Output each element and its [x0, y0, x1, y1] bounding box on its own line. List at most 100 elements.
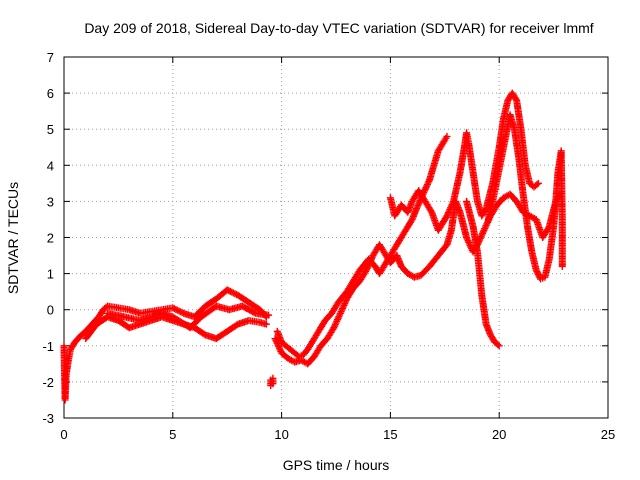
data-point	[336, 311, 344, 319]
y-tick-label: -2	[42, 375, 54, 390]
data-point	[366, 258, 374, 266]
x-tick-label: 25	[601, 427, 615, 442]
y-tick-label: 3	[47, 194, 54, 209]
y-axis-label: SDTVAR / TECUs	[5, 182, 21, 294]
data-point	[463, 235, 471, 243]
data-point	[173, 306, 181, 314]
data-point	[273, 339, 281, 347]
data-point	[425, 177, 433, 185]
data-point	[330, 324, 338, 332]
data-point	[512, 95, 520, 103]
data-point	[415, 200, 423, 208]
data-point	[534, 179, 542, 187]
data-point	[367, 256, 375, 264]
data-point	[421, 185, 429, 193]
y-tick-label: 7	[47, 50, 54, 65]
data-point	[466, 242, 474, 250]
data-point	[443, 132, 451, 140]
data-point	[423, 182, 431, 190]
data-point	[477, 233, 485, 241]
data-point	[533, 181, 541, 189]
data-point	[363, 264, 371, 272]
data-point	[178, 309, 186, 317]
x-axis-label: GPS time / hours	[283, 457, 390, 473]
data-point	[169, 304, 177, 312]
data-point	[446, 205, 454, 213]
data-point	[445, 207, 453, 215]
data-point	[275, 343, 283, 351]
data-point	[337, 308, 345, 316]
data-point	[229, 289, 237, 297]
data-point	[177, 308, 185, 316]
data-point	[225, 287, 233, 295]
data-point	[465, 238, 473, 246]
series-sat-track-A	[60, 286, 270, 404]
data-point	[481, 223, 489, 231]
data-point	[175, 307, 183, 315]
y-tick-label: -1	[42, 339, 54, 354]
data-point	[464, 237, 472, 245]
data-point	[272, 336, 280, 344]
data-point	[481, 225, 489, 233]
data-point	[231, 290, 239, 298]
axis-ticks: 0 5 10 15 20 25 -3 -2 -1 0 1 2 3 4 5 6 7	[42, 50, 615, 442]
data-point	[413, 205, 421, 213]
data-point	[427, 207, 435, 215]
data-point	[332, 319, 340, 327]
data-point	[333, 317, 341, 325]
data-point	[558, 262, 566, 270]
data-point	[271, 335, 279, 343]
data-point	[414, 201, 422, 209]
data-point	[228, 288, 236, 296]
data-point	[339, 303, 347, 311]
data-point	[465, 240, 473, 248]
data-point	[479, 228, 487, 236]
series-sat-track-E	[273, 132, 451, 361]
data-point	[482, 221, 490, 229]
data-point	[478, 231, 486, 239]
data-point	[275, 344, 283, 352]
data-point	[250, 309, 258, 317]
series-sat-track-F	[271, 190, 564, 368]
data-point	[338, 306, 346, 314]
data-point	[341, 298, 349, 306]
data-point	[339, 304, 347, 312]
data-point	[265, 311, 273, 319]
data-point	[449, 199, 457, 207]
series-sat-track-C	[104, 302, 273, 332]
data-point	[262, 320, 270, 328]
data-point	[362, 266, 370, 274]
data-point	[479, 229, 487, 237]
data-point	[447, 204, 455, 212]
data-point	[226, 287, 234, 295]
data-point	[276, 346, 284, 354]
x-tick-label: 15	[383, 427, 397, 442]
y-tick-label: 2	[47, 231, 54, 246]
series-sat-track-G	[386, 89, 542, 234]
data-point	[172, 305, 180, 313]
data-point	[365, 261, 373, 269]
data-point	[333, 316, 341, 324]
data-point	[335, 313, 343, 321]
data-point	[334, 314, 342, 322]
series-sat-track-I	[484, 111, 566, 283]
x-tick-label: 20	[492, 427, 506, 442]
data-point	[331, 322, 339, 330]
y-tick-label: -3	[42, 411, 54, 426]
data-point	[448, 201, 456, 209]
y-tick-label: 1	[47, 267, 54, 282]
data-point	[444, 210, 452, 218]
y-tick-label: 4	[47, 158, 54, 173]
data-point	[480, 226, 488, 234]
x-tick-label: 10	[274, 427, 288, 442]
y-tick-label: 5	[47, 122, 54, 137]
data-point	[269, 374, 277, 382]
data-point	[223, 286, 231, 294]
x-tick-label: 0	[60, 427, 67, 442]
data-point	[463, 234, 471, 241]
data-point	[170, 305, 178, 313]
data-point	[331, 321, 339, 329]
data-point	[365, 260, 373, 268]
data-point	[447, 202, 455, 210]
data-point	[444, 209, 452, 217]
